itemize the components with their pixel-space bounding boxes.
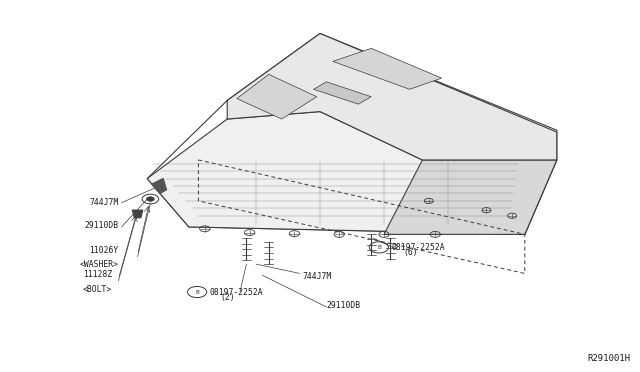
Polygon shape [314, 82, 371, 104]
Polygon shape [147, 112, 557, 234]
Text: 29110DB: 29110DB [326, 301, 360, 310]
Text: 744J7M: 744J7M [89, 198, 118, 207]
Text: 11026Y: 11026Y [89, 246, 118, 255]
Circle shape [147, 197, 154, 201]
Polygon shape [237, 74, 317, 119]
Text: 08197-2252A: 08197-2252A [209, 288, 263, 296]
Text: B: B [377, 245, 381, 250]
Text: 11128Z: 11128Z [83, 270, 112, 279]
Text: <BOLT>: <BOLT> [83, 285, 112, 294]
Text: 08197-2252A: 08197-2252A [392, 243, 445, 252]
Text: R291001H: R291001H [588, 355, 630, 363]
Text: <WASHER>: <WASHER> [79, 260, 118, 269]
Text: (6): (6) [403, 248, 418, 257]
Polygon shape [132, 210, 143, 218]
Polygon shape [152, 179, 166, 193]
Polygon shape [227, 33, 557, 160]
Text: 29110DB: 29110DB [84, 221, 118, 230]
Text: 744J7M: 744J7M [302, 272, 332, 280]
Polygon shape [384, 160, 557, 234]
Polygon shape [333, 48, 442, 89]
Text: (2): (2) [221, 293, 236, 302]
Text: B: B [195, 289, 199, 295]
